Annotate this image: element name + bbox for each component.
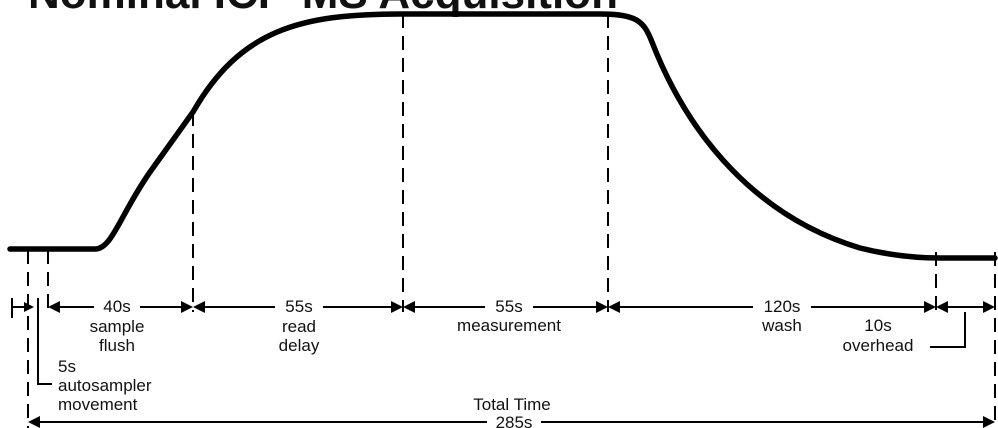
arrowhead-delay-right	[391, 301, 403, 313]
label-backing-flush	[94, 298, 140, 315]
measurement-label: measurement	[457, 316, 561, 335]
arrowhead-wash-left	[608, 301, 620, 313]
arrowhead-total-right	[983, 416, 995, 428]
arrowhead-measurement-left	[403, 301, 415, 313]
arrowhead-delay-left	[193, 301, 205, 313]
arrowhead-measurement-right	[596, 301, 608, 313]
autosampler-duration: 5s	[58, 357, 76, 376]
delay-label-line1: read	[282, 317, 316, 336]
label-backing-measurement	[485, 298, 533, 315]
delay-duration: 55s	[285, 297, 312, 316]
arrowhead-flush-right	[181, 301, 193, 313]
label-backing-total	[487, 413, 541, 428]
delay-label-line2: delay	[279, 336, 320, 355]
flush-duration: 40s	[103, 297, 130, 316]
arrowhead-wash-right	[924, 301, 936, 313]
arrowhead-flush-left	[48, 301, 60, 313]
wash-duration: 120s	[764, 297, 801, 316]
arrowhead-overhead-left	[936, 301, 948, 313]
autosampler-label-line2: movement	[58, 395, 138, 414]
wash-label: wash	[761, 316, 802, 335]
label-backing-delay	[275, 298, 323, 315]
arrowhead-lead	[24, 302, 34, 312]
flush-label-line1: sample	[90, 317, 145, 336]
total-time-label: Total Time	[473, 395, 550, 414]
overhead-duration: 10s	[864, 316, 891, 335]
signal-curve	[7, 11, 998, 261]
label-backing-wash	[753, 298, 811, 315]
flush-label-line2: flush	[99, 336, 135, 355]
measurement-duration: 55s	[495, 297, 522, 316]
overhead-leader	[930, 312, 966, 348]
overhead-label: overhead	[843, 336, 914, 355]
arrowhead-total-left	[28, 416, 40, 428]
total-time-duration: 285s	[496, 413, 533, 428]
autosampler-leader	[37, 318, 52, 385]
arrowhead-overhead-right	[983, 301, 995, 313]
autosampler-label-line1: autosampler	[58, 376, 152, 395]
